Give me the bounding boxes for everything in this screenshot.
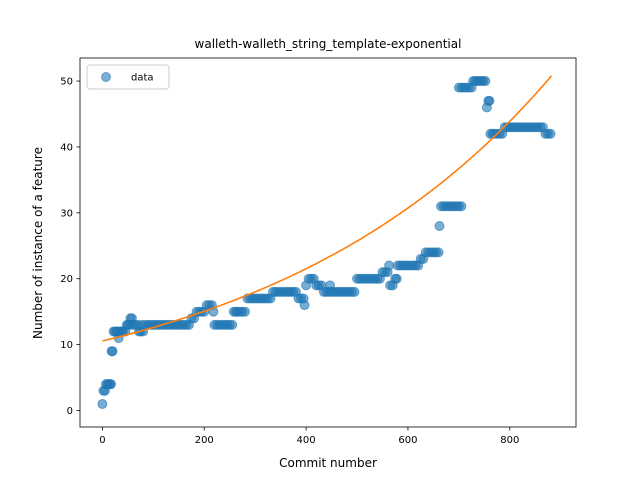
legend-marker <box>101 72 111 82</box>
y-tick-label: 10 <box>60 340 73 351</box>
data-point <box>239 306 250 317</box>
data-point <box>384 260 395 271</box>
x-tick-label: 800 <box>500 435 519 446</box>
y-tick-label: 30 <box>60 208 73 219</box>
data-point <box>484 95 495 106</box>
legend: data <box>86 64 170 90</box>
axes-frame <box>79 57 577 428</box>
chart-title: walleth-walleth_string_template-exponent… <box>195 37 462 51</box>
data-point <box>433 247 444 258</box>
y-tick-label: 40 <box>60 142 73 153</box>
data-point <box>299 300 310 311</box>
y-tick-label: 0 <box>67 406 73 417</box>
data-point <box>106 379 117 390</box>
data-point <box>545 128 556 139</box>
x-tick-label: 0 <box>99 435 105 446</box>
legend-label: data <box>131 73 154 84</box>
y-axis-label: Number of instance of a feature <box>31 147 45 339</box>
x-tick-label: 200 <box>195 435 214 446</box>
data-point <box>480 76 491 87</box>
data-point <box>349 286 360 297</box>
data-point <box>391 273 402 284</box>
axes: 0 200 400 600 800 0 10 20 30 40 50 <box>60 57 577 446</box>
fit-curve <box>102 75 553 342</box>
y-tick-label: 50 <box>60 77 73 88</box>
legend-box <box>86 64 170 90</box>
x-tick-label: 400 <box>297 435 316 446</box>
data-point <box>97 398 108 409</box>
data-point <box>107 346 118 357</box>
plot-area <box>97 75 556 409</box>
data-point <box>456 201 467 212</box>
data-point <box>227 319 238 330</box>
y-tick-label: 20 <box>60 274 73 285</box>
x-tick-label: 600 <box>398 435 417 446</box>
data-point <box>434 221 445 232</box>
x-axis-label: Commit number <box>279 456 377 470</box>
